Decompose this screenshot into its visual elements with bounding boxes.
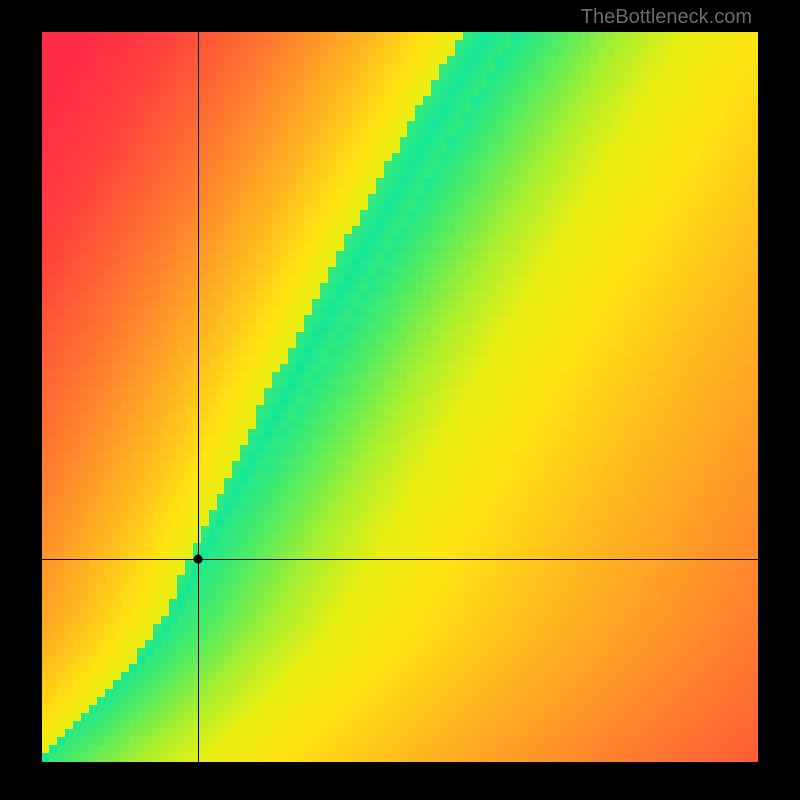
heatmap-canvas [42, 32, 758, 762]
watermark-text: TheBottleneck.com [581, 6, 752, 29]
bottleneck-heatmap [42, 32, 758, 762]
